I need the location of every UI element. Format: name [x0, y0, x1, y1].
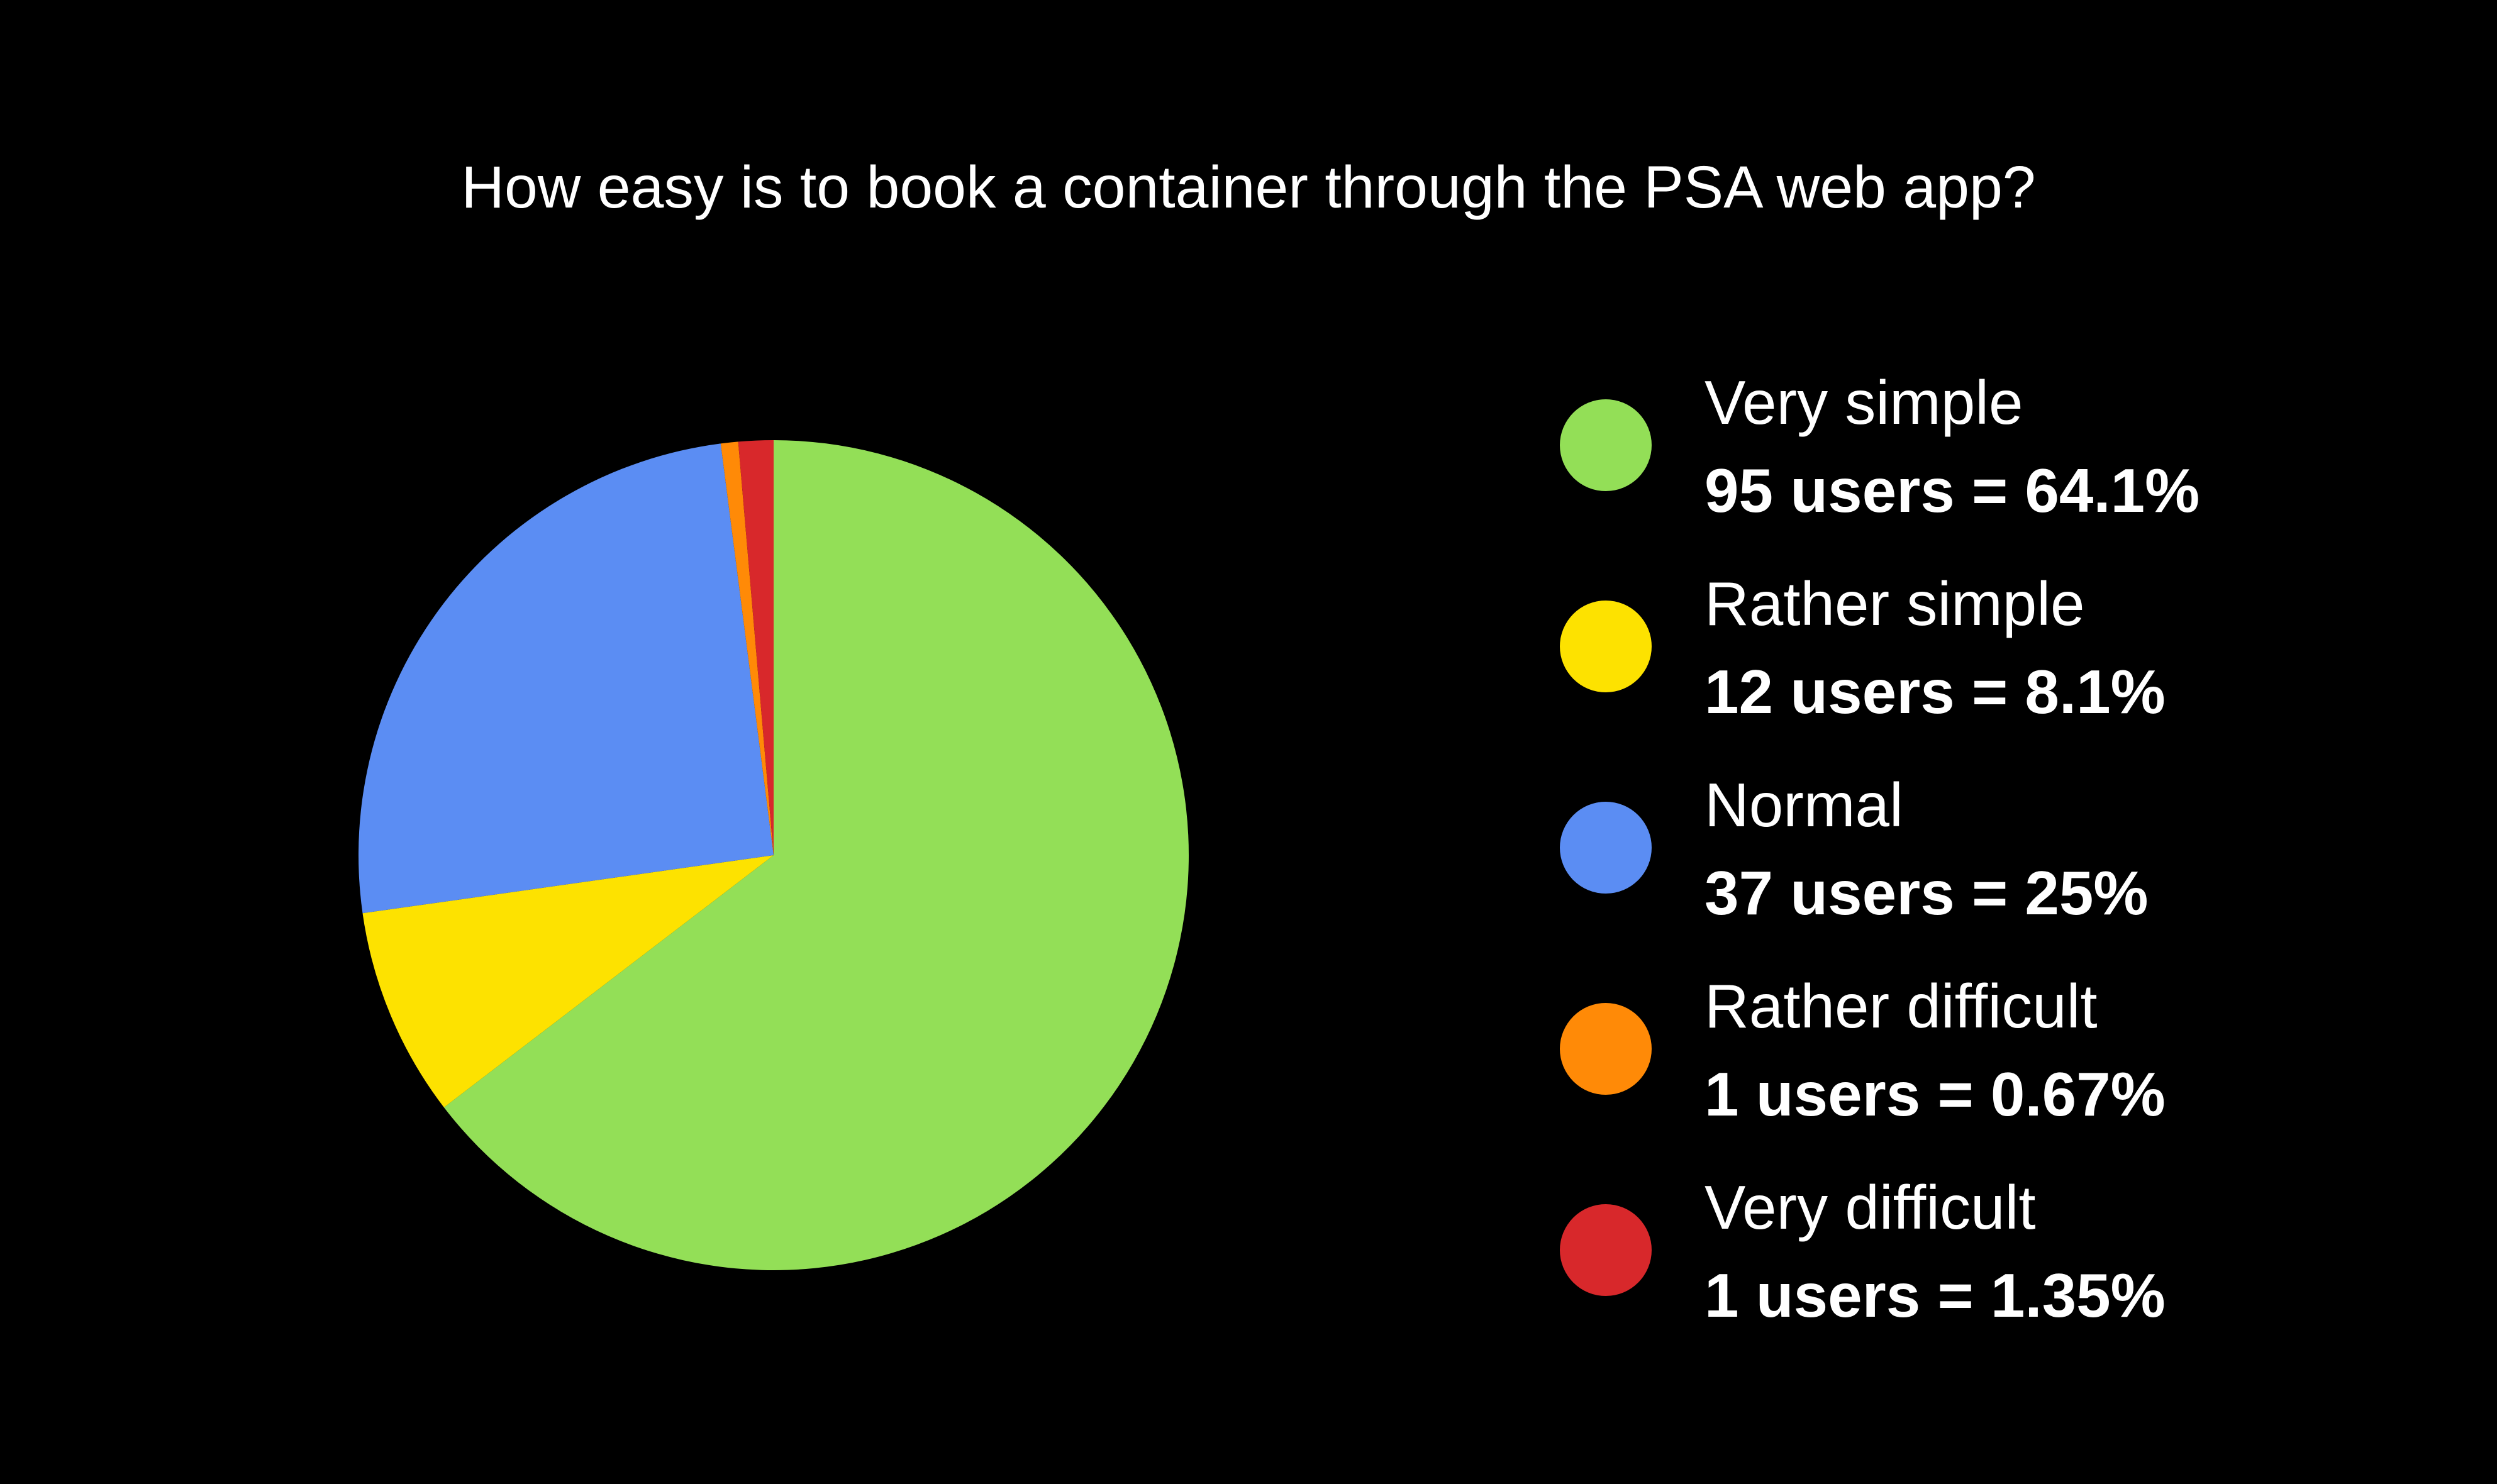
legend-value-very-difficult: 1 users = 1.35%: [1705, 1261, 2166, 1330]
legend-item-very-difficult: Very difficult 1 users = 1.35%: [1560, 1163, 2440, 1365]
pie-slice-rather-difficult: [720, 441, 774, 855]
pie-slice-very-simple: [443, 440, 1189, 1270]
legend-value-rather-difficult: 1 users = 0.67%: [1705, 1060, 2166, 1129]
legend-label-very-difficult: Very difficult: [1705, 1173, 2036, 1242]
legend-label-very-simple: Very simple: [1705, 368, 2023, 437]
chart-title: How easy is to book a container through …: [461, 154, 2036, 221]
legend-value-normal: 37 users = 25%: [1705, 858, 2149, 928]
legend-swatch-normal: [1560, 802, 1652, 894]
pie-slice-very-difficult: [738, 440, 774, 855]
legend-swatch-very-simple: [1560, 399, 1652, 491]
legend: Very simple 95 users = 64.1% Rather simp…: [1560, 358, 2440, 1365]
legend-label-rather-simple: Rather simple: [1705, 569, 2085, 638]
legend-swatch-rather-difficult: [1560, 1003, 1652, 1095]
pie-slice-normal: [359, 443, 774, 914]
pie-slice-rather-simple: [362, 855, 774, 1108]
legend-item-normal: Normal 37 users = 25%: [1560, 761, 2440, 962]
pie-chart: [359, 440, 1189, 1270]
legend-swatch-rather-simple: [1560, 601, 1652, 692]
legend-label-normal: Normal: [1705, 770, 1903, 839]
legend-item-very-simple: Very simple 95 users = 64.1%: [1560, 358, 2440, 560]
legend-value-very-simple: 95 users = 64.1%: [1705, 456, 2200, 525]
legend-swatch-very-difficult: [1560, 1204, 1652, 1296]
legend-value-rather-simple: 12 users = 8.1%: [1705, 657, 2166, 726]
legend-label-rather-difficult: Rather difficult: [1705, 972, 2098, 1041]
legend-item-rather-difficult: Rather difficult 1 users = 0.67%: [1560, 962, 2440, 1163]
legend-item-rather-simple: Rather simple 12 users = 8.1%: [1560, 560, 2440, 761]
pie-slices: [359, 440, 1189, 1270]
